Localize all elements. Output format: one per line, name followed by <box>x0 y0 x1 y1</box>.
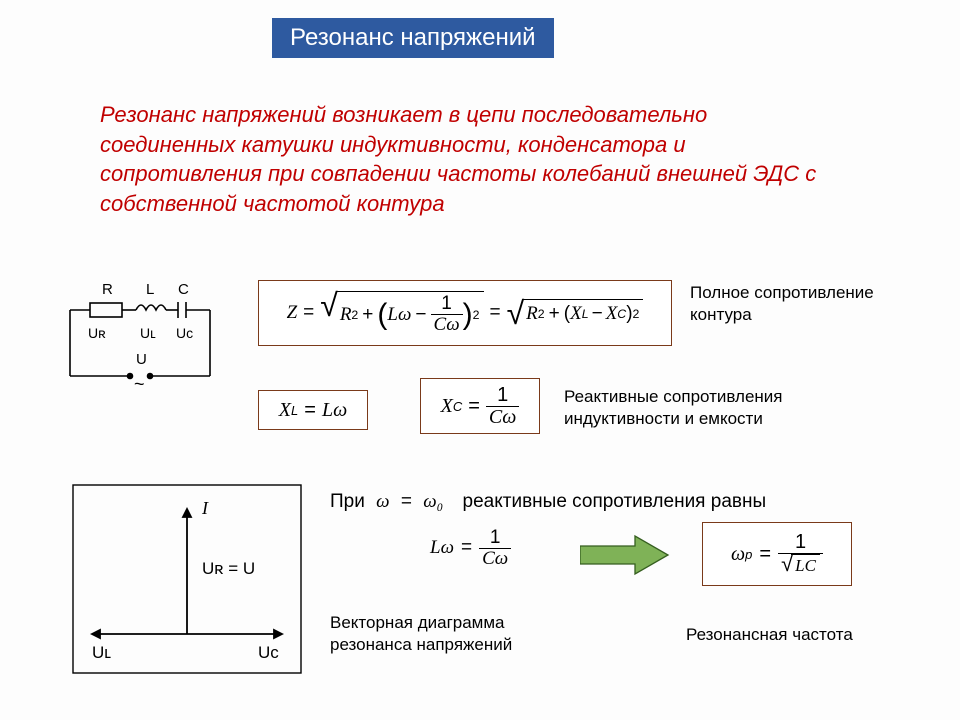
condition-line: При ω = ω₀ реактивные сопротивления равн… <box>330 490 766 515</box>
formula-xc: XC = 1 Cω <box>420 378 540 434</box>
formula-resonance-cond: Lω = 1 Cω <box>430 528 511 569</box>
arrow-icon <box>580 534 670 576</box>
circuit-diagram: R L C Uʀ Uʟ Uᴄ U ~ <box>50 280 230 420</box>
svg-text:Uʀ = U: Uʀ = U <box>202 559 255 578</box>
circuit-label-C: C <box>178 281 189 298</box>
label-vector-caption: Векторная диаграмма резонанса напряжений <box>330 612 590 656</box>
description-text: Резонанс напряжений возникает в цепи пос… <box>100 100 840 219</box>
label-impedance: Полное сопротивление контура <box>690 282 880 326</box>
sqrt1: √ R2 + ( Lω − 1 Cω )2 <box>320 291 483 335</box>
sym-eq1: = <box>303 302 314 324</box>
svg-text:Uᴄ: Uᴄ <box>258 643 279 662</box>
page-title: Резонанс напряжений <box>272 18 554 58</box>
sym-Z: Z <box>287 302 298 324</box>
svg-text:I: I <box>201 498 209 518</box>
circuit-label-L: L <box>146 281 154 298</box>
label-reactance: Реактивные сопротивления индуктивности и… <box>564 386 884 430</box>
formula-omega-p: ωp = 1 √ LC <box>702 522 852 586</box>
svg-text:Uʟ: Uʟ <box>92 643 111 662</box>
formula-xl: XL = Lω <box>258 390 368 430</box>
circuit-label-R: R <box>102 281 113 298</box>
vector-diagram: I Uʀ = U Uʟ Uᴄ <box>72 484 302 674</box>
circuit-label-UC: Uᴄ <box>176 325 193 341</box>
sqrt2: √ R2 + ( XL − XC )2 <box>507 299 644 328</box>
circuit-label-U: U <box>136 351 147 368</box>
condition-text: реактивные сопротивления равны <box>463 491 767 512</box>
formula-impedance: Z = √ R2 + ( Lω − 1 Cω )2 = √ R2 + ( XL … <box>258 280 672 346</box>
circuit-tilde: ~ <box>134 374 145 394</box>
circuit-label-UR: Uʀ <box>88 325 106 341</box>
circuit-label-UL: Uʟ <box>140 325 156 341</box>
label-freq-caption: Резонансная частота <box>686 624 853 646</box>
sym-eq2: = <box>490 302 501 324</box>
condition-prefix: При <box>330 491 365 512</box>
